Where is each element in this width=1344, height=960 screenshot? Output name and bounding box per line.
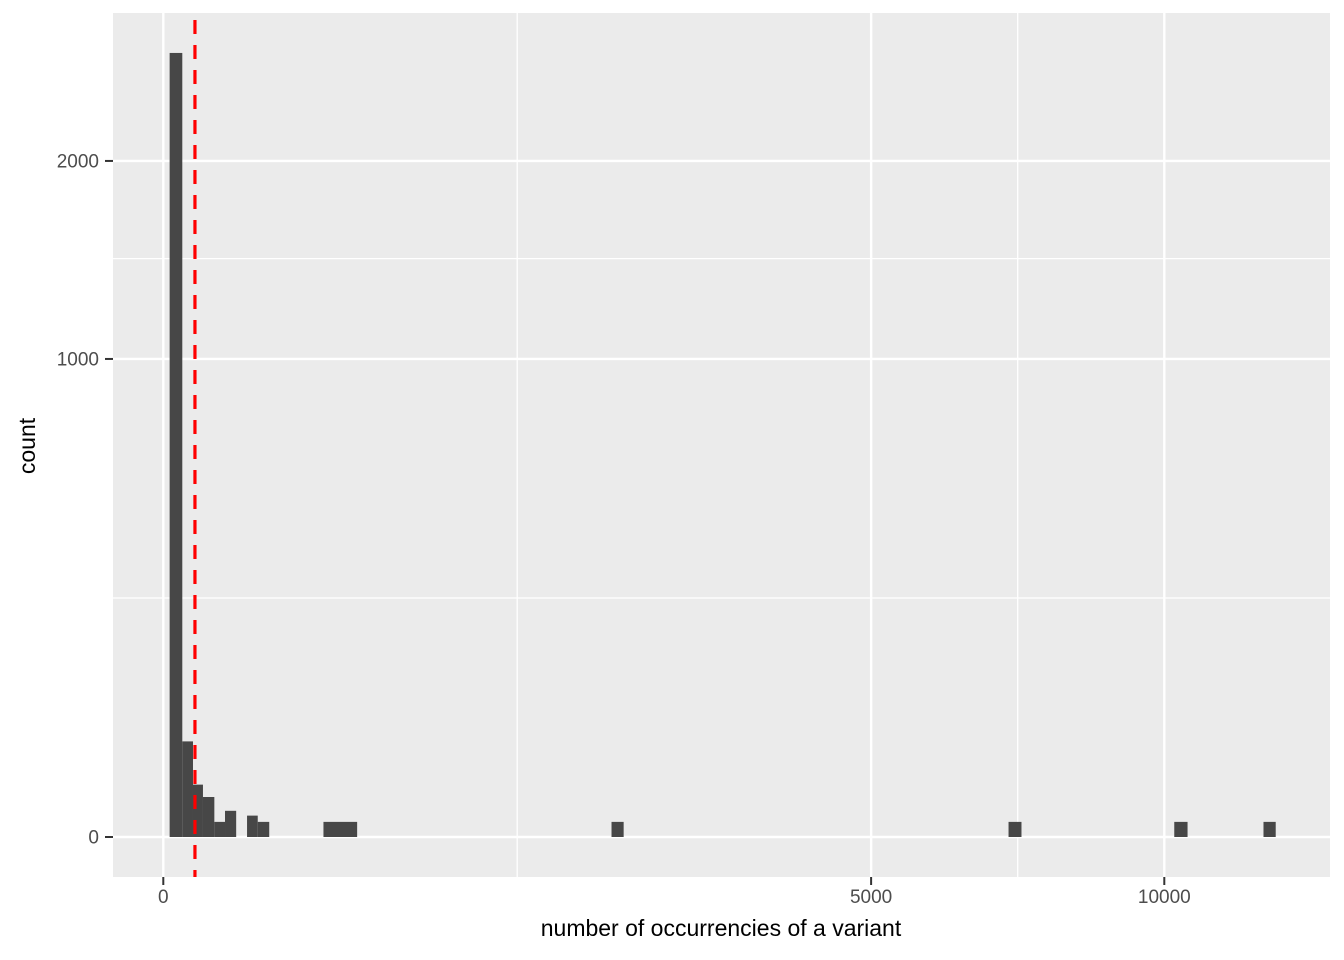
histogram-bar [1174, 821, 1188, 837]
histogram-bar [1263, 821, 1276, 837]
histogram-bar [1008, 821, 1022, 837]
grid-lines [113, 13, 1330, 877]
x-tick-label: 0 [158, 887, 169, 908]
y-tick-label: 1000 [57, 349, 99, 370]
x-axis-title: number of occurrencies of a variant [541, 915, 902, 941]
histogram-bar [323, 821, 358, 837]
x-tick-label: 10000 [1138, 887, 1191, 908]
histogram-bar [182, 741, 193, 837]
axis-ticks-and-labels: 0 5000 10000 0 1000 2000 [57, 151, 1191, 908]
histogram-bars [169, 52, 1276, 838]
y-tick-label: 2000 [57, 151, 99, 172]
y-axis-title: count [14, 417, 40, 474]
histogram-bar [192, 784, 203, 837]
histogram-bar [225, 810, 237, 837]
x-tick-label: 5000 [850, 887, 892, 908]
histogram-bar [169, 52, 183, 838]
histogram-bar [202, 797, 215, 837]
y-tick-label: 0 [88, 828, 99, 849]
histogram-bar [214, 821, 226, 837]
histogram-bar [247, 815, 258, 837]
histogram-bar [257, 821, 270, 837]
histogram-bar [611, 821, 624, 837]
panel-background [113, 13, 1330, 877]
